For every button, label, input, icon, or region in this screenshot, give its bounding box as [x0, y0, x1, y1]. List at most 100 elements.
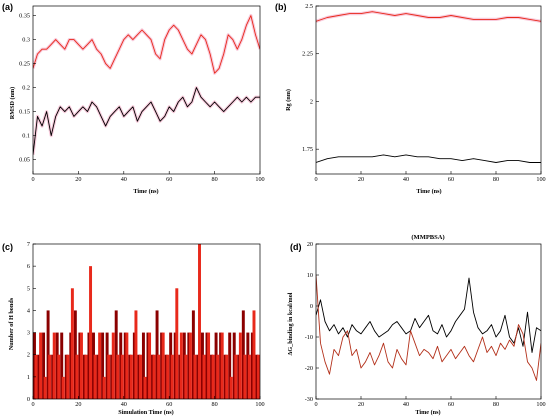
series-line-1: [316, 274, 541, 381]
bar-s0-28: [160, 332, 164, 399]
ytick-label-1-3: 2.5: [305, 3, 313, 10]
bar-s1-8: [70, 288, 74, 399]
bar-s0-2: [42, 332, 46, 399]
panel-label-a: (a): [2, 2, 13, 12]
ytick-label-2-7: 7: [27, 241, 30, 248]
bar-s1-27: [157, 354, 161, 399]
ytick-label-0-0: 0.05: [19, 157, 30, 164]
series-halo-0: [316, 10, 541, 23]
xtick-label-3-5: 100: [536, 401, 545, 408]
ylabel-a: RMSD (nm): [9, 87, 16, 119]
bar-s1-17: [111, 332, 115, 399]
bar-s1-48: [252, 310, 256, 399]
bar-s0-45: [237, 354, 241, 399]
xtick-label-2-5: 100: [255, 401, 264, 408]
plot-1: 0 20 40 60 80 100 1.75 2 2.25 2.5: [302, 3, 545, 183]
xlabel-b: Time (ns): [416, 188, 441, 195]
bar-s1-47: [247, 354, 251, 399]
bar-s1-30: [170, 354, 174, 399]
ylabel-c: Number of H bonds: [8, 297, 15, 350]
bar-s0-46: [241, 310, 245, 399]
bar-s0-7: [64, 354, 68, 399]
xtick-label-3-3: 60: [448, 401, 454, 408]
bar-s1-49: [257, 354, 260, 399]
bar-s0-3: [46, 310, 50, 399]
ytick-label-2-0: 0: [27, 396, 30, 403]
bar-s1-15: [102, 376, 106, 399]
ytick-label-0-1: 0.1: [22, 133, 30, 140]
ytick-label-3-3: 0: [310, 303, 313, 310]
bar-s0-19: [119, 332, 123, 399]
bar-s1-6: [61, 376, 65, 399]
bar-s1-37: [202, 354, 206, 399]
xtick-label-0-5: 100: [255, 176, 264, 183]
plot-frame-1: [315, 5, 542, 175]
ytick-label-3-5: 20: [307, 241, 313, 248]
bar-s1-7: [66, 354, 70, 399]
xtick-label-0-2: 40: [121, 176, 127, 183]
bar-s1-2: [43, 376, 47, 399]
bar-s0-33: [182, 332, 186, 399]
ylabel-b: Rg (nm): [285, 89, 292, 111]
bar-s1-3: [48, 354, 52, 399]
bar-s0-39: [210, 354, 214, 399]
panel-label-b: (b): [275, 2, 287, 12]
bar-s1-26: [152, 354, 156, 399]
bar-s1-14: [98, 332, 102, 399]
bar-s0-11: [82, 354, 86, 399]
bar-s1-16: [107, 354, 111, 399]
ytick-label-1-0: 1.75: [302, 146, 313, 153]
bar-s1-31: [175, 288, 179, 399]
bar-s0-31: [173, 332, 177, 399]
bar-s0-12: [87, 332, 91, 399]
xlabel-d: Time (ns): [415, 409, 440, 416]
xlabel-a: Time (ns): [133, 188, 158, 195]
bar-s1-33: [184, 354, 188, 399]
ytick-label-0-3: 0.2: [22, 85, 30, 92]
bar-s0-26: [151, 354, 154, 399]
title-d: (MMPBSA): [411, 234, 444, 241]
bar-s0-48: [250, 332, 254, 399]
bar-s1-4: [52, 332, 56, 399]
bar-s0-13: [92, 332, 95, 399]
bar-s1-1: [39, 332, 43, 399]
bar-s0-5: [55, 332, 59, 399]
bar-s0-23: [137, 354, 141, 399]
bar-s0-44: [232, 332, 236, 399]
plot-data-0: [33, 14, 260, 155]
xtick-label-2-0: 0: [31, 401, 34, 408]
series-line-0: [316, 11, 541, 22]
plot-3: 0 20 40 60 80 100 -30 -20 -10 0 10 20: [305, 241, 546, 408]
xtick-label-1-2: 40: [403, 176, 409, 183]
bar-s0-1: [37, 354, 41, 399]
ytick-label-3-2: -10: [305, 334, 313, 341]
xtick-label-1-3: 60: [448, 176, 454, 183]
bar-s0-34: [187, 332, 191, 399]
plot-2: 0 20 40 60 80 100 0 1 2 3 4 5 6 7: [27, 241, 265, 408]
series-line-1: [316, 154, 541, 163]
bar-s0-20: [123, 332, 127, 399]
ytick-label-1-1: 2: [310, 98, 313, 105]
xtick-label-2-3: 60: [166, 401, 172, 408]
bar-s1-20: [125, 332, 129, 399]
bar-s1-10: [79, 332, 83, 399]
bar-s1-25: [148, 332, 152, 399]
bar-s1-18: [116, 354, 120, 399]
bar-s0-29: [164, 354, 168, 399]
xtick-label-0-1: 20: [75, 176, 81, 183]
ytick-label-2-1: 1: [27, 374, 30, 381]
bar-s1-39: [211, 354, 215, 399]
bar-s1-22: [134, 310, 138, 399]
bar-s0-15: [101, 332, 105, 399]
bar-s0-27: [155, 310, 159, 399]
ytick-label-0-2: 0.15: [19, 109, 30, 116]
bar-s1-5: [57, 354, 61, 399]
bar-s1-24: [143, 376, 147, 399]
xlabel-c: Simulation Time (ns): [118, 409, 173, 416]
plot-frame-2: [32, 243, 261, 400]
bar-s0-43: [228, 332, 232, 399]
xtick-label-2-1: 20: [75, 401, 81, 408]
series-line-0: [316, 277, 541, 353]
